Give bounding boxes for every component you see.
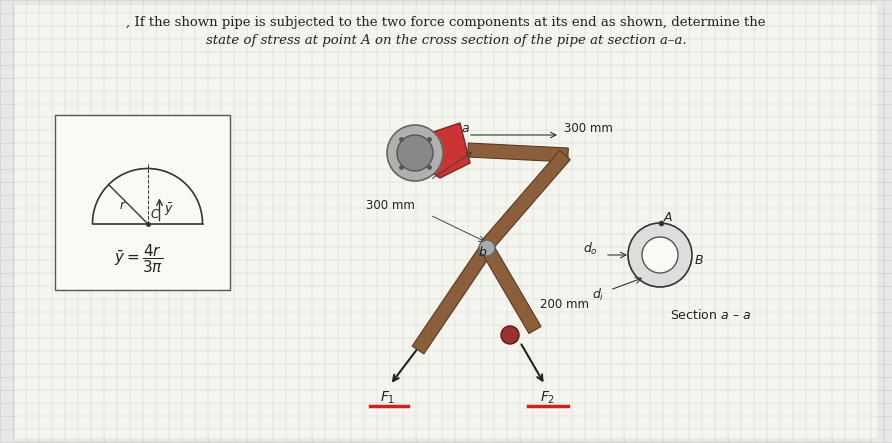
Polygon shape — [425, 123, 470, 178]
Text: $F_1$: $F_1$ — [380, 390, 396, 406]
Text: $d_o$: $d_o$ — [582, 241, 598, 257]
Polygon shape — [467, 143, 568, 162]
Text: $\bar{y} = \dfrac{4r}{3\pi}$: $\bar{y} = \dfrac{4r}{3\pi}$ — [114, 242, 163, 275]
Polygon shape — [412, 244, 492, 354]
Text: state of stress at point A on the cross section of the pipe at section a–a.: state of stress at point A on the cross … — [206, 34, 686, 47]
Text: 300 mm: 300 mm — [366, 198, 415, 211]
Text: $d_i$: $d_i$ — [591, 287, 604, 303]
Polygon shape — [482, 151, 570, 249]
Text: 300 mm: 300 mm — [564, 121, 613, 135]
Text: C: C — [151, 208, 159, 221]
Text: a: a — [461, 121, 469, 135]
Circle shape — [642, 237, 678, 273]
Circle shape — [628, 223, 692, 287]
Circle shape — [387, 125, 443, 181]
Text: $\bar{y}$: $\bar{y}$ — [163, 201, 173, 218]
Text: b: b — [478, 246, 486, 260]
Text: $F_2$: $F_2$ — [541, 390, 556, 406]
Polygon shape — [481, 245, 541, 334]
Text: 200 mm: 200 mm — [540, 299, 589, 311]
Text: B: B — [695, 253, 704, 267]
Circle shape — [501, 326, 519, 344]
Text: r: r — [120, 199, 125, 212]
Text: , If the shown pipe is subjected to the two force components at its end as shown: , If the shown pipe is subjected to the … — [127, 16, 765, 28]
Circle shape — [397, 135, 433, 171]
Bar — [55, 115, 230, 290]
Text: A: A — [664, 210, 673, 224]
Text: Section $a$ – $a$: Section $a$ – $a$ — [670, 308, 751, 322]
Circle shape — [479, 240, 495, 256]
